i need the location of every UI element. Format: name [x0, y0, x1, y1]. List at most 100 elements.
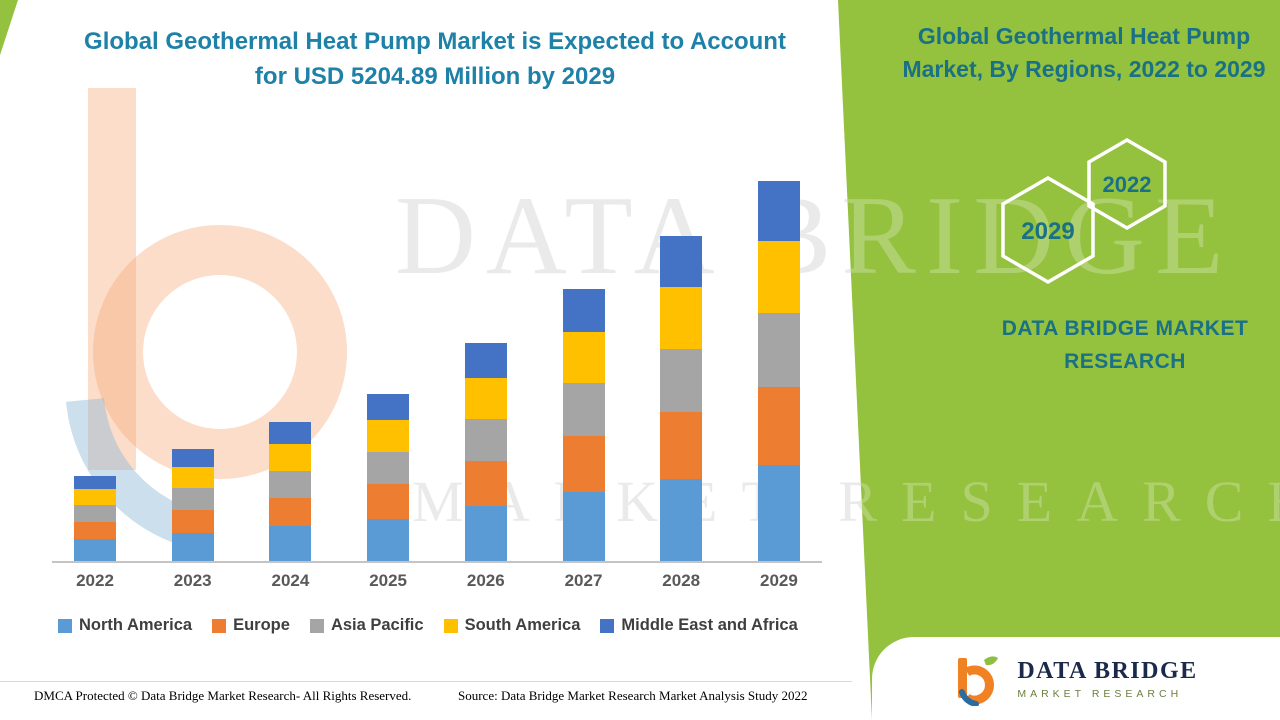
legend-swatch — [309, 618, 324, 633]
bar-segment-2026-north-america — [464, 505, 507, 561]
legend-label: South America — [464, 616, 581, 634]
side-panel-heading-line2: Market, By Regions, 2022 to 2029 — [902, 56, 1266, 82]
bar-segment-2023-north-america — [171, 532, 214, 561]
bar-segment-2024-middle-east-and-africa — [269, 422, 312, 445]
logo-name: DATA BRIDGE — [1017, 657, 1198, 684]
bar-segment-2026-middle-east-and-africa — [464, 342, 507, 378]
page-title-line2: for USD 5204.89 Million by 2029 — [254, 63, 616, 90]
bar-2025 — [367, 393, 410, 561]
x-axis-labels: 2022 2023 2024 2025 2026 2027 2028 2029 — [52, 571, 822, 591]
legend-item-europe: Europe — [212, 616, 290, 635]
bar-segment-2025-europe — [367, 484, 410, 519]
side-panel-heading: Global Geothermal Heat Pump Market, By R… — [888, 20, 1280, 86]
logo-box: DATA BRIDGE MARKET RESEARCH — [872, 637, 1280, 720]
bar-2027 — [562, 288, 605, 561]
bar-segment-2024-south-america — [269, 444, 312, 471]
bar-segment-2024-asia-pacific — [269, 470, 312, 498]
bar-segment-2022-asia-pacific — [74, 504, 116, 522]
bar-segment-2022-middle-east-and-africa — [74, 476, 116, 489]
bar-segment-2022-europe — [74, 521, 116, 540]
plot-area — [52, 160, 822, 563]
bar-2023 — [171, 449, 214, 561]
legend: North America Europe Asia Pacific South Ame… — [58, 616, 838, 635]
bar-segment-2022-north-america — [74, 539, 116, 561]
legend-label: Asia Pacific — [330, 616, 424, 634]
bar-segment-2024-north-america — [269, 526, 312, 561]
x-axis-label-2025: 2025 — [369, 571, 408, 590]
hexagon-2029 — [1001, 175, 1095, 285]
bar-segment-2029-asia-pacific — [757, 312, 800, 388]
bar-segment-2026-europe — [464, 461, 507, 506]
bar-segment-2029-europe — [757, 387, 800, 465]
page-title: Global Geothermal Heat Pump Market is Ex… — [20, 24, 850, 94]
x-axis-label-2028: 2028 — [662, 571, 701, 590]
bar-2026 — [464, 342, 507, 561]
legend-label: Middle East and Africa — [621, 616, 798, 634]
bar-segment-2026-asia-pacific — [464, 418, 507, 461]
brand-wordmark-line1: DATA BRIDGE MARKET — [1001, 317, 1249, 340]
brand-wordmark: DATA BRIDGE MARKET RESEARCH — [955, 312, 1280, 378]
bar-segment-2023-asia-pacific — [171, 488, 214, 510]
bar-2029 — [757, 181, 800, 561]
page-title-line1: Global Geothermal Heat Pump Market is Ex… — [84, 28, 786, 55]
bar-2028 — [660, 235, 703, 561]
bar-segment-2023-middle-east-and-africa — [171, 449, 214, 467]
footer-source-text: Source: Data Bridge Market Research Mark… — [458, 688, 808, 703]
legend-item-middle-east-and-africa: Middle East and Africa — [600, 616, 798, 635]
logo-subtitle: MARKET RESEARCH — [1017, 687, 1183, 700]
legend-swatch — [58, 618, 72, 633]
x-axis-label-2023: 2023 — [173, 571, 212, 590]
bar-segment-2025-asia-pacific — [367, 451, 410, 485]
x-axis-label-2027: 2027 — [564, 571, 603, 590]
bar-segment-2029-middle-east-and-africa — [757, 181, 800, 242]
year-hexagons: 2029 2022 — [1001, 137, 1167, 285]
bar-segment-2025-middle-east-and-africa — [367, 393, 410, 421]
bar-segment-2028-north-america — [660, 478, 703, 561]
x-axis-label-2024: 2024 — [271, 571, 310, 590]
footer-dmca-text: DMCA Protected © Data Bridge Market Rese… — [34, 688, 412, 703]
bar-segment-2027-north-america — [562, 491, 605, 561]
bar-segment-2023-south-america — [171, 466, 214, 489]
logo-words: DATA BRIDGE MARKET RESEARCH — [1017, 658, 1197, 700]
data-bridge-logo-icon — [958, 655, 999, 706]
bar-segment-2024-europe — [269, 497, 312, 526]
bar-segment-2025-south-america — [367, 420, 410, 452]
bar-segment-2027-south-america — [562, 331, 605, 383]
bar-segment-2023-europe — [171, 509, 214, 533]
hexagon-2022-label: 2022 — [1103, 172, 1152, 197]
brand-wordmark-line2: RESEARCH — [1064, 350, 1186, 373]
watermark-logo-bowl — [93, 225, 347, 479]
side-panel-heading-line1: Global Geothermal Heat Pump — [917, 23, 1251, 49]
bar-2024 — [269, 422, 312, 561]
footer-divider — [0, 681, 852, 682]
legend-label: North America — [79, 616, 193, 634]
bar-segment-2027-middle-east-and-africa — [562, 288, 605, 332]
x-axis-label-2029: 2029 — [760, 571, 798, 590]
legend-swatch — [600, 618, 615, 633]
hexagon-2022 — [1087, 137, 1167, 231]
legend-swatch — [212, 618, 227, 633]
bar-segment-2025-north-america — [367, 518, 410, 561]
legend-label: Europe — [233, 616, 290, 634]
bar-segment-2022-south-america — [74, 488, 116, 505]
legend-swatch — [443, 618, 458, 633]
bar-segment-2026-south-america — [464, 377, 507, 419]
bar-segment-2027-asia-pacific — [562, 382, 605, 437]
bar-segment-2028-europe — [660, 412, 703, 479]
bar-segment-2029-north-america — [757, 464, 800, 561]
bar-2022 — [74, 476, 116, 561]
x-axis-label-2026: 2026 — [466, 571, 505, 590]
bar-segment-2028-middle-east-and-africa — [660, 235, 703, 288]
watermark-logo-stem — [88, 88, 136, 470]
x-axis-label-2022: 2022 — [76, 571, 114, 590]
bar-segment-2029-south-america — [757, 241, 800, 313]
top-left-green-accent — [0, 0, 18, 55]
bar-segment-2028-south-america — [660, 287, 703, 349]
legend-item-south-america: South America — [443, 616, 581, 635]
legend-item-asia-pacific: Asia Pacific — [309, 616, 424, 635]
hexagon-2029-label: 2029 — [1021, 218, 1074, 245]
bar-segment-2027-europe — [562, 436, 605, 492]
bar-segment-2028-asia-pacific — [660, 348, 703, 413]
